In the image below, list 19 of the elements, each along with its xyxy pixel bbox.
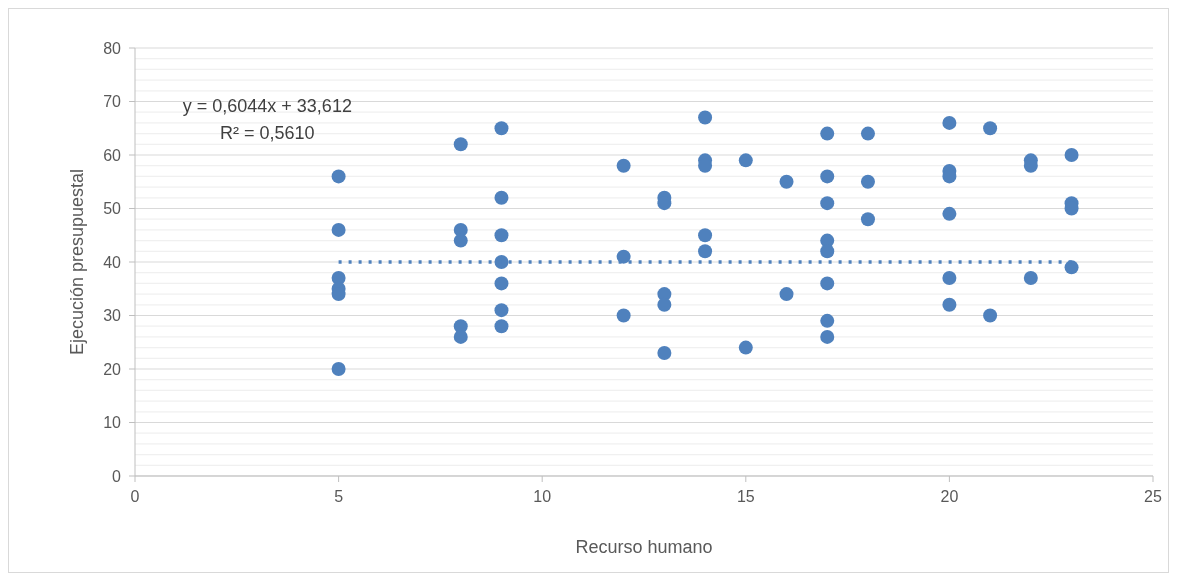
x-axis-title: Recurso humano	[575, 537, 713, 557]
y-tick-label: 40	[103, 253, 122, 271]
x-tick-label: 15	[736, 488, 755, 505]
x-tick-label: 25	[1144, 488, 1162, 505]
annotation: y = 0,6044x + 33,612	[182, 95, 352, 116]
x-tick-label: 20	[940, 488, 959, 505]
x-tick-label: 5	[334, 488, 344, 505]
y-tick-label: 20	[103, 360, 122, 378]
annotation: R² = 0,5610	[220, 122, 315, 143]
y-tick-label: 80	[103, 39, 122, 57]
y-tick-label: 50	[103, 200, 122, 218]
y-tick-label: 0	[112, 467, 122, 485]
y-axis-title: Ejecución presupuestal	[67, 168, 87, 356]
y-tick-label: 10	[103, 414, 122, 432]
y-tick-label: 30	[103, 307, 122, 325]
x-tick-label: 0	[130, 488, 140, 505]
y-tick-label: 70	[103, 93, 122, 111]
y-tick-label: 60	[103, 146, 122, 164]
x-tick-label: 10	[533, 488, 552, 505]
